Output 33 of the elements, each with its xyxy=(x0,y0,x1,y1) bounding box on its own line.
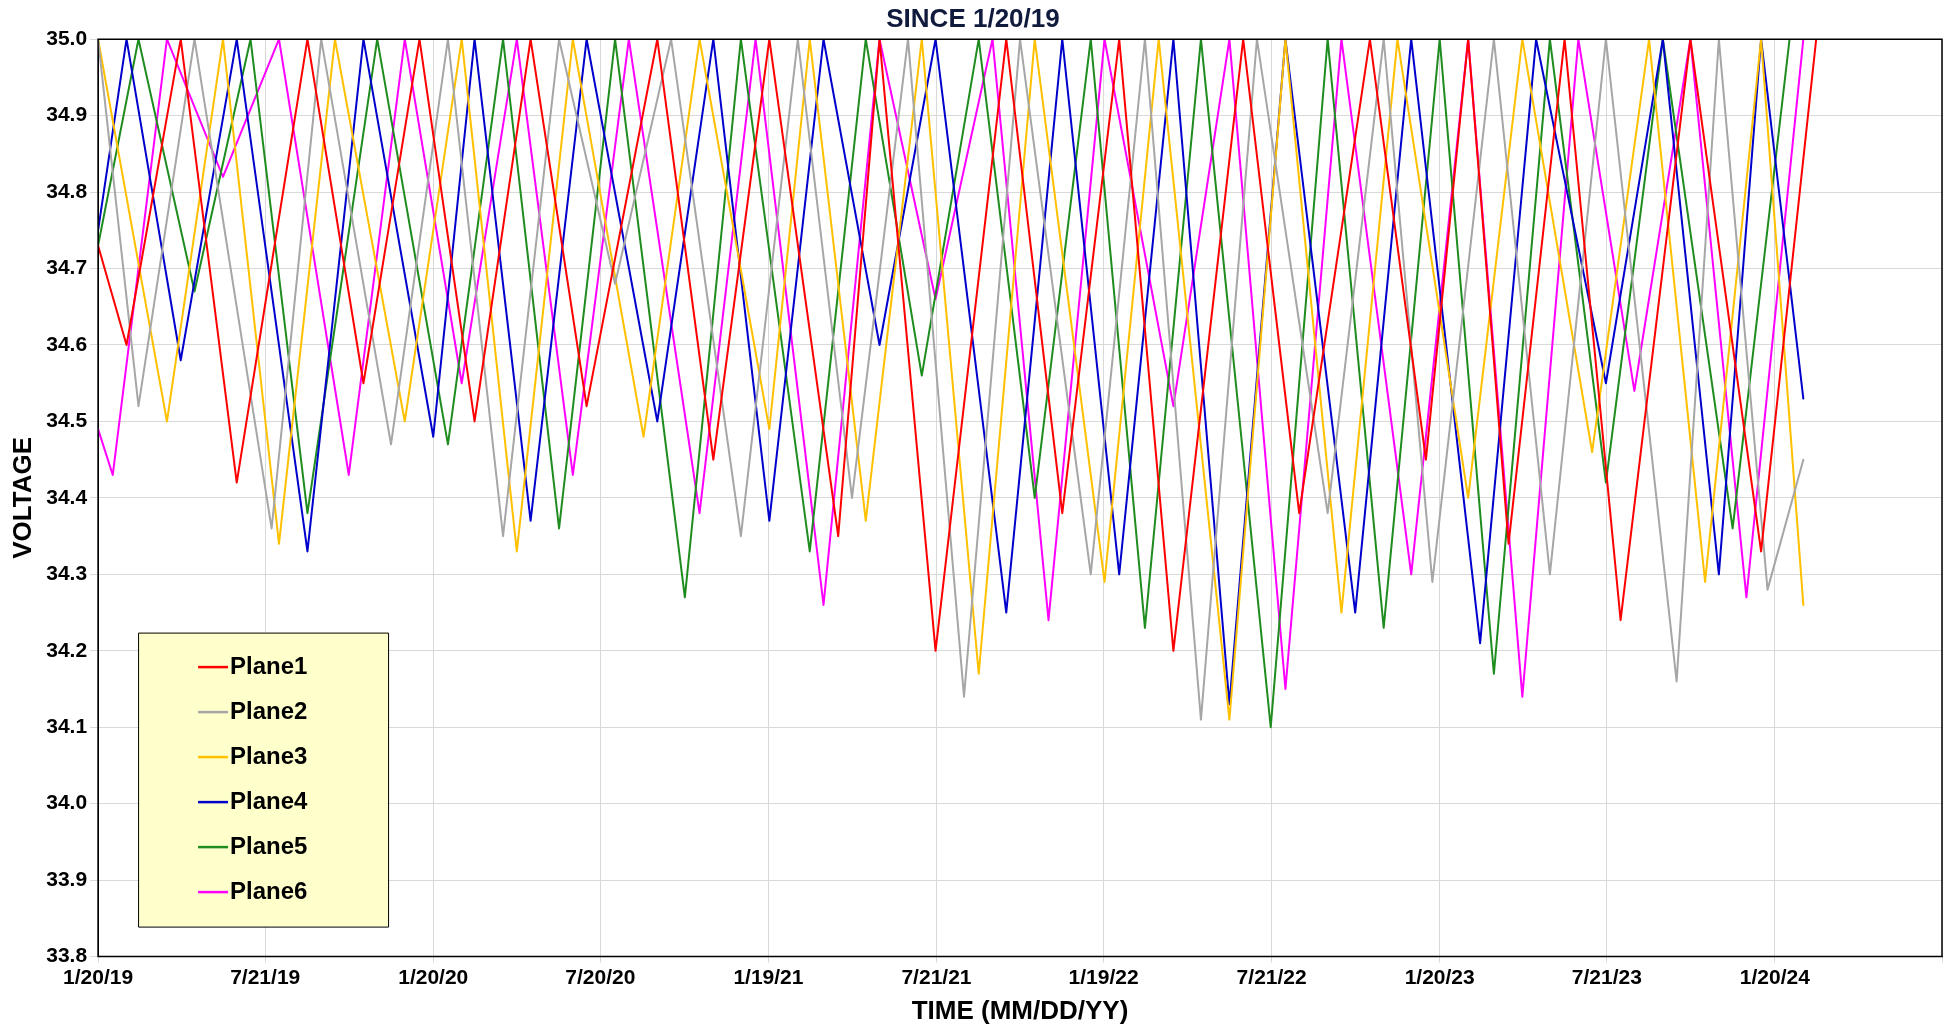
y-tick-label: 34.7 xyxy=(46,255,88,279)
x-tick-label: 1/19/21 xyxy=(733,965,804,988)
y-tick-label: 34.3 xyxy=(46,561,88,585)
y-tick-label: 34.4 xyxy=(46,484,88,508)
y-tick-label: 34.6 xyxy=(46,331,88,355)
y-tick-label: 34.1 xyxy=(46,714,88,738)
x-tick-label: 7/21/23 xyxy=(1571,965,1642,988)
x-tick-label: 7/20/20 xyxy=(565,965,636,988)
legend-label: Plane3 xyxy=(230,741,308,769)
x-tick-label: 1/20/23 xyxy=(1404,965,1475,988)
legend-label: Plane2 xyxy=(230,696,308,724)
x-tick-label: 1/20/24 xyxy=(1739,965,1811,988)
y-tick-label: 34.2 xyxy=(46,637,88,661)
y-tick-label: 35.0 xyxy=(46,26,88,49)
legend-label: Plane6 xyxy=(230,876,308,904)
x-tick-label: 7/21/19 xyxy=(230,965,301,988)
x-tick-label: 7/21/22 xyxy=(1236,965,1307,988)
y-tick-label: 34.0 xyxy=(46,790,88,814)
y-tick-label: 34.5 xyxy=(46,408,88,432)
legend-label: Plane5 xyxy=(230,831,308,859)
x-tick-label: 1/20/19 xyxy=(63,965,134,988)
chart-title: SINCE 1/20/19 xyxy=(886,2,1060,33)
legend-label: Plane1 xyxy=(230,651,308,679)
x-axis-title: TIME (MM/DD/YY) xyxy=(911,994,1129,1025)
y-tick-label: 33.9 xyxy=(46,866,88,890)
y-tick-label: 34.8 xyxy=(46,178,88,202)
x-tick-label: 7/21/21 xyxy=(901,965,972,988)
x-tick-label: 1/19/22 xyxy=(1068,965,1139,988)
y-tick-label: 33.8 xyxy=(46,943,88,967)
y-tick-label: 34.9 xyxy=(46,102,88,126)
legend-label: Plane4 xyxy=(230,786,309,814)
x-tick-label: 1/20/20 xyxy=(398,965,469,988)
y-axis-title: VOLTAGE xyxy=(6,436,37,559)
